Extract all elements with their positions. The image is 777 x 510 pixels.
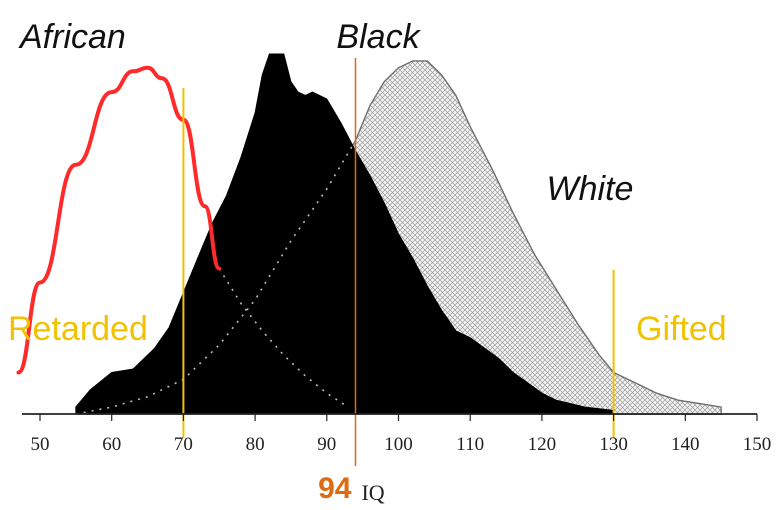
plot-area [16, 53, 722, 466]
series-label-african: African [18, 18, 126, 56]
x-tick-label-140: 140 [671, 434, 700, 455]
marker-label-gifted: Gifted [636, 310, 727, 348]
x-tick-label-110: 110 [456, 434, 484, 455]
series-outline-african-hidden [218, 268, 349, 408]
x-tick-label-60: 60 [102, 434, 121, 455]
series-label-black: Black [336, 18, 421, 56]
x-tick-label-80: 80 [246, 434, 265, 455]
x-tick-label-70: 70 [174, 434, 193, 455]
x-tick-label-120: 120 [528, 434, 557, 455]
x-axis: 50 60 70 80 90 100 110 120 130 140 150 [22, 413, 772, 455]
marker-label-94: 94 [318, 472, 352, 505]
x-tick-label-130: 130 [599, 434, 628, 455]
x-tick-label-90: 90 [317, 434, 336, 455]
series-line-african [16, 65, 222, 375]
x-axis-title: IQ [361, 480, 384, 505]
annotations: African Black White Retarded Gifted 94 I… [8, 18, 727, 505]
x-tick-label-150: 150 [743, 434, 772, 455]
series-label-white: White [547, 170, 634, 208]
x-tick-label-50: 50 [31, 434, 50, 455]
series-area-black [75, 53, 615, 415]
x-tick-label-100: 100 [384, 434, 413, 455]
marker-label-retarded: Retarded [8, 310, 148, 348]
series-outline-white-hidden [75, 140, 357, 415]
